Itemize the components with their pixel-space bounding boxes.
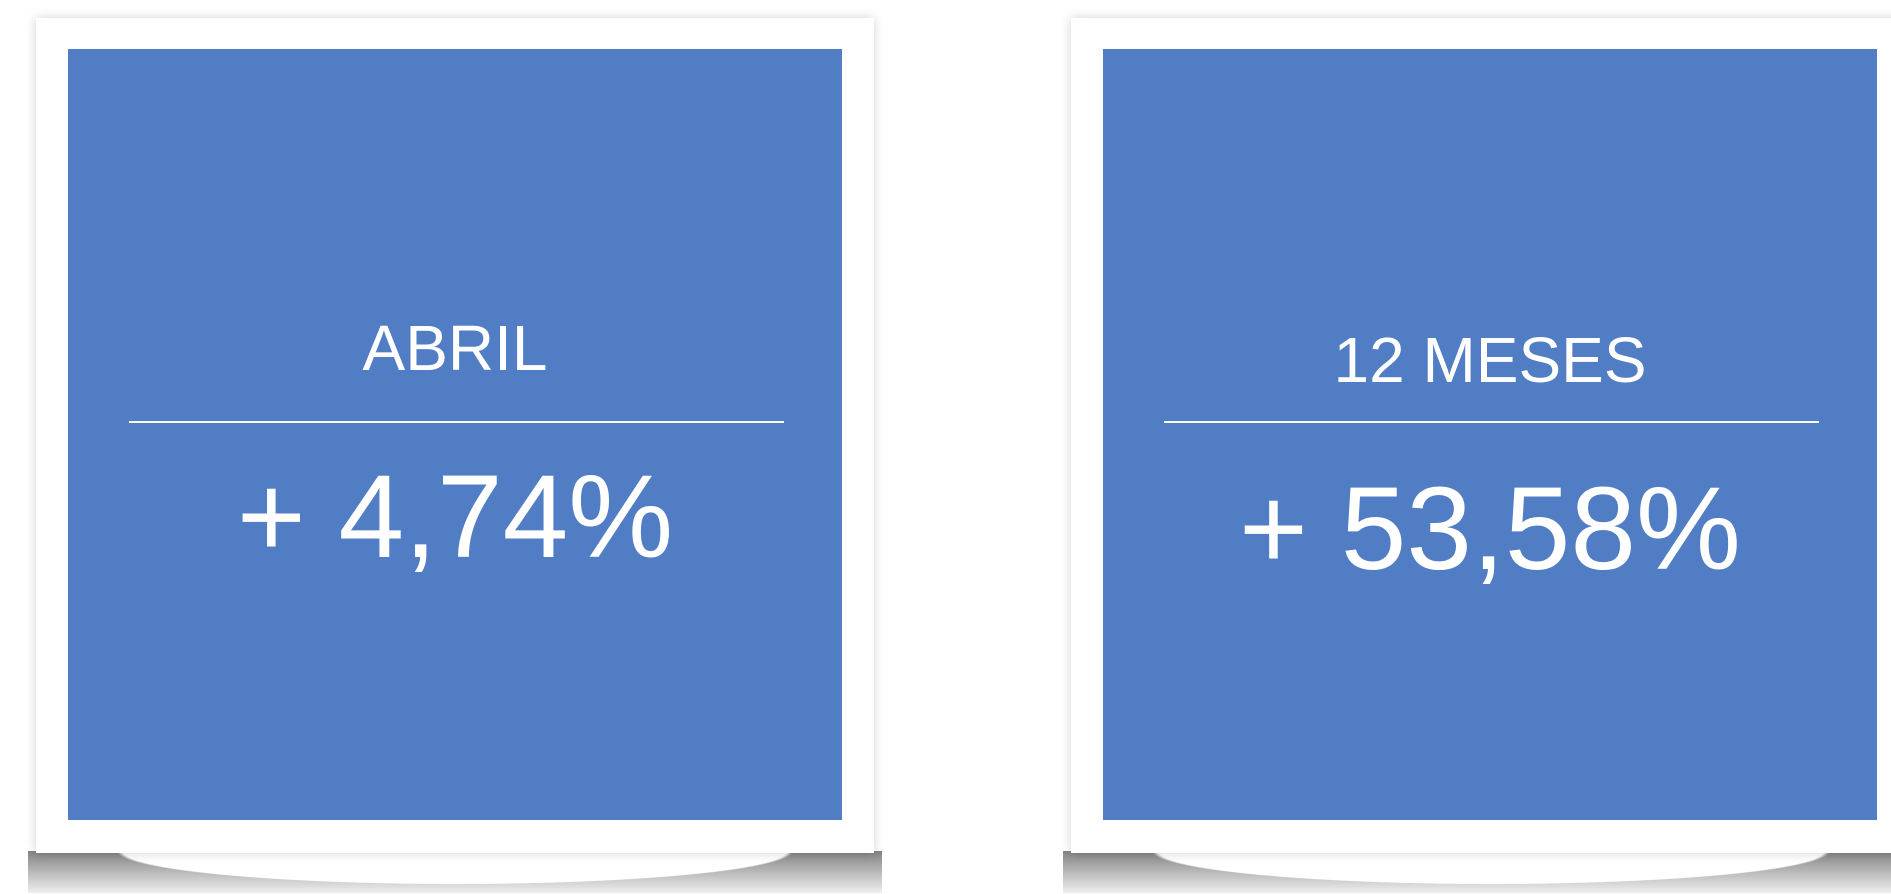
card: ABRIL + 4,74%	[28, 18, 882, 893]
divider	[129, 421, 784, 423]
divider	[1164, 421, 1819, 423]
card-panel: 12 MESES + 53,58%	[1103, 49, 1877, 820]
card-value: + 53,58%	[1239, 463, 1741, 595]
card-panel: ABRIL + 4,74%	[68, 49, 842, 820]
card-label: 12 MESES	[1333, 324, 1647, 396]
card-label: ABRIL	[362, 312, 548, 384]
card-value: + 4,74%	[236, 451, 674, 583]
card: 12 MESES + 53,58%	[1063, 18, 1891, 893]
